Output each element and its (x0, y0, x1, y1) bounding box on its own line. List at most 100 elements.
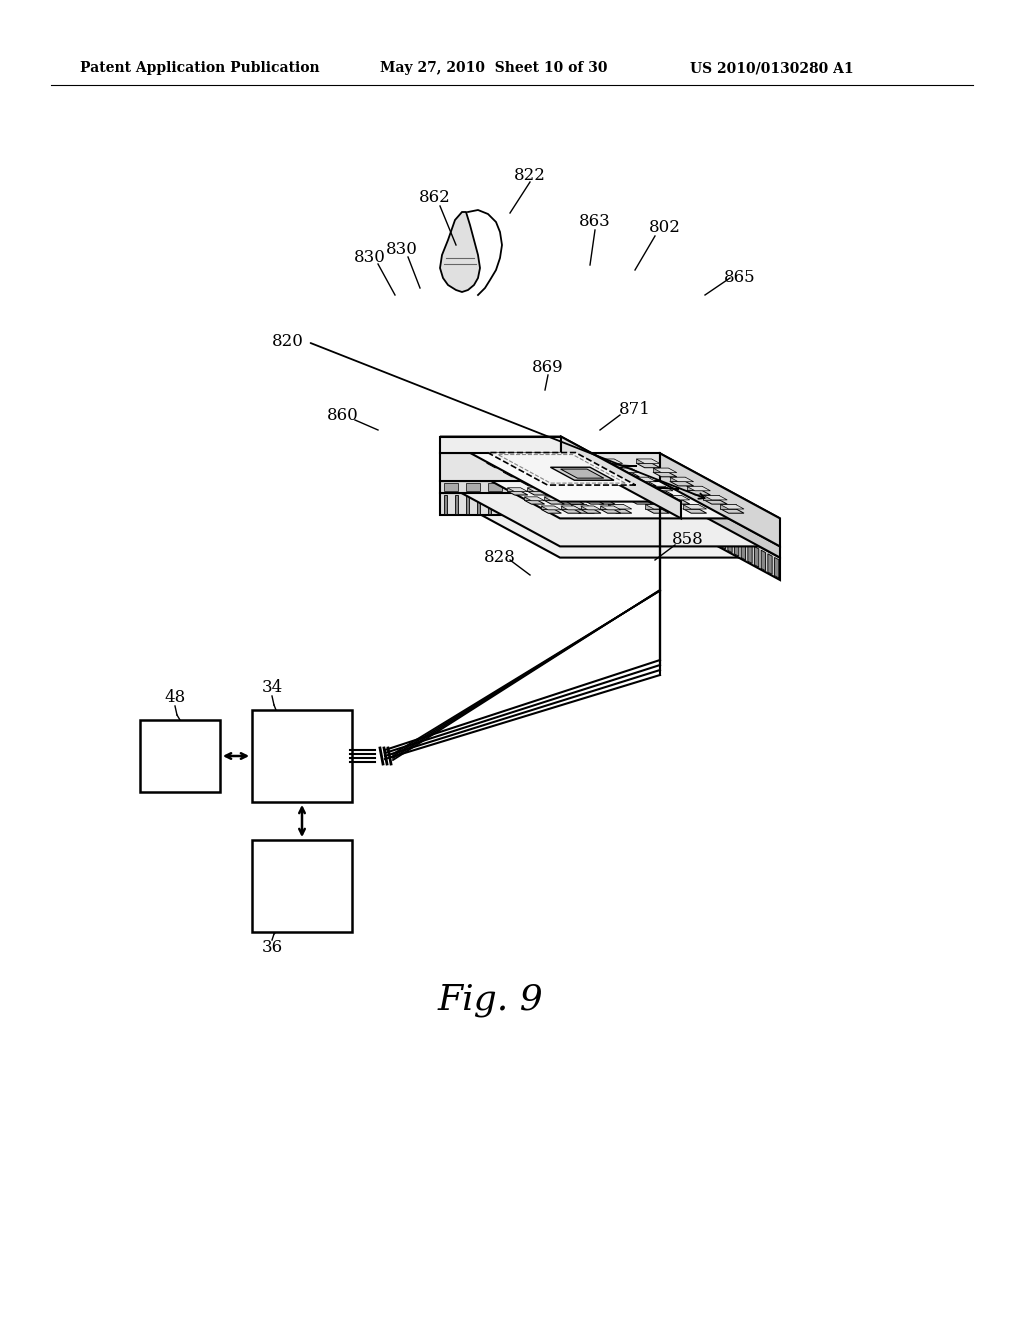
Polygon shape (611, 486, 636, 491)
Polygon shape (687, 491, 711, 495)
Polygon shape (541, 510, 561, 513)
Polygon shape (701, 517, 706, 539)
Polygon shape (629, 495, 652, 500)
Polygon shape (584, 496, 604, 500)
Text: US 2010/0130280 A1: US 2010/0130280 A1 (690, 61, 854, 75)
Text: 860: 860 (327, 407, 358, 424)
Polygon shape (591, 495, 606, 499)
Polygon shape (703, 495, 719, 499)
Polygon shape (527, 488, 541, 491)
Polygon shape (683, 504, 698, 508)
Polygon shape (488, 495, 490, 513)
Polygon shape (599, 463, 623, 467)
Polygon shape (629, 495, 644, 499)
Text: 865: 865 (724, 269, 756, 286)
Polygon shape (440, 482, 780, 546)
Polygon shape (466, 495, 469, 513)
Polygon shape (554, 483, 567, 491)
Polygon shape (591, 499, 615, 504)
Polygon shape (504, 469, 519, 473)
Polygon shape (560, 469, 604, 478)
Polygon shape (564, 496, 585, 500)
Polygon shape (636, 459, 660, 463)
Text: 858: 858 (672, 532, 703, 549)
Polygon shape (687, 486, 711, 491)
Polygon shape (564, 496, 577, 500)
Polygon shape (444, 483, 458, 491)
Text: 830: 830 (354, 249, 386, 267)
Text: 36: 36 (261, 940, 283, 957)
Polygon shape (524, 459, 540, 463)
Polygon shape (500, 495, 502, 513)
Polygon shape (440, 492, 660, 515)
Polygon shape (774, 557, 779, 578)
Polygon shape (440, 453, 660, 482)
Polygon shape (728, 532, 732, 553)
Polygon shape (666, 499, 690, 504)
Polygon shape (720, 504, 735, 508)
Polygon shape (558, 482, 582, 486)
Polygon shape (595, 482, 618, 486)
Polygon shape (565, 495, 567, 513)
Polygon shape (558, 477, 573, 482)
Polygon shape (520, 482, 544, 486)
Text: 34: 34 (261, 680, 283, 697)
Polygon shape (660, 492, 780, 579)
Polygon shape (554, 495, 569, 499)
Polygon shape (527, 491, 548, 495)
Polygon shape (720, 504, 744, 510)
Polygon shape (611, 486, 627, 491)
Polygon shape (715, 525, 719, 545)
Polygon shape (477, 495, 479, 513)
Polygon shape (440, 492, 780, 557)
Text: 822: 822 (514, 166, 546, 183)
Polygon shape (520, 477, 536, 482)
Polygon shape (567, 491, 587, 495)
Polygon shape (608, 508, 632, 513)
Polygon shape (649, 491, 673, 495)
Polygon shape (508, 491, 527, 495)
Polygon shape (486, 459, 510, 463)
Text: 830: 830 (386, 242, 418, 259)
Polygon shape (642, 483, 655, 491)
Polygon shape (608, 504, 624, 508)
Polygon shape (681, 507, 685, 528)
Polygon shape (544, 496, 564, 500)
Text: 48: 48 (165, 689, 185, 706)
Polygon shape (579, 469, 594, 473)
Polygon shape (645, 504, 660, 508)
Polygon shape (621, 495, 623, 513)
Polygon shape (547, 488, 567, 491)
Polygon shape (649, 486, 673, 491)
Polygon shape (720, 508, 744, 513)
Polygon shape (487, 453, 636, 484)
Text: 863: 863 (580, 214, 611, 231)
Polygon shape (636, 463, 660, 467)
Polygon shape (741, 540, 745, 560)
Polygon shape (527, 488, 548, 491)
Polygon shape (574, 491, 598, 495)
Polygon shape (688, 511, 692, 531)
Polygon shape (748, 543, 753, 564)
Polygon shape (554, 495, 578, 500)
Polygon shape (554, 499, 578, 504)
Text: 869: 869 (532, 359, 564, 376)
Polygon shape (440, 437, 561, 453)
Polygon shape (588, 495, 590, 513)
Polygon shape (609, 495, 611, 513)
Polygon shape (600, 506, 621, 510)
Polygon shape (615, 469, 639, 473)
Polygon shape (581, 506, 601, 510)
Bar (252, 710, 352, 803)
Polygon shape (541, 469, 564, 473)
Polygon shape (570, 508, 594, 513)
Polygon shape (761, 550, 766, 570)
Polygon shape (577, 495, 579, 513)
Polygon shape (636, 459, 651, 463)
Polygon shape (633, 482, 656, 486)
Polygon shape (599, 459, 614, 463)
Polygon shape (570, 504, 586, 508)
Polygon shape (632, 495, 634, 513)
Polygon shape (537, 491, 561, 495)
Polygon shape (524, 496, 545, 500)
